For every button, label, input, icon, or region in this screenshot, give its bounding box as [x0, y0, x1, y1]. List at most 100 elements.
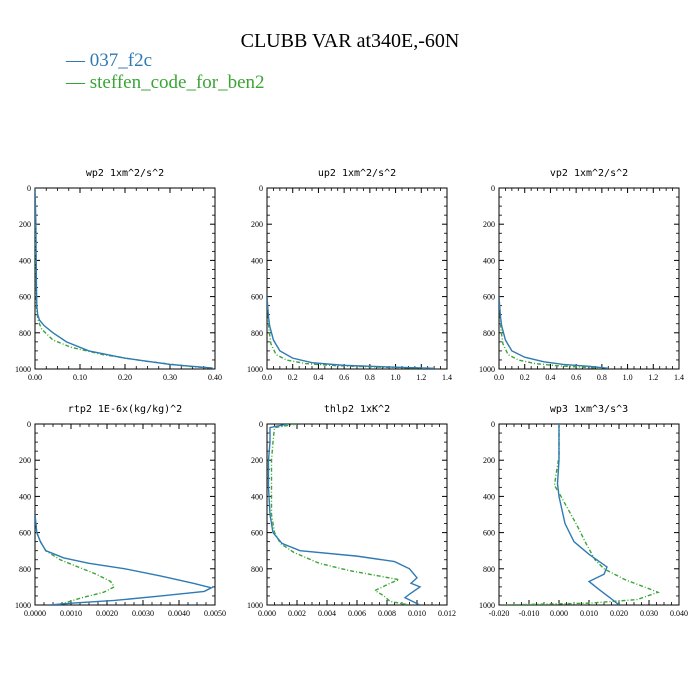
x-tick-label: 0.2 [520, 373, 530, 382]
y-tick-label: 1000 [479, 365, 495, 374]
series-line-037-f2c [35, 514, 214, 605]
x-tick-label: 0.010 [408, 609, 426, 618]
series-line-037-f2c [267, 424, 422, 605]
panel-title: vp2 1xm^2/s^2 [550, 168, 628, 179]
y-tick-label: 0 [259, 420, 263, 429]
y-tick-label: 400 [251, 492, 263, 501]
panel-title: thlp2 1xK^2 [324, 404, 390, 415]
y-tick-label: 200 [483, 220, 495, 229]
y-tick-label: 200 [483, 456, 495, 465]
panel-title: rtp2 1E-6x(kg/kg)^2 [68, 404, 182, 415]
y-tick-label: 400 [19, 256, 31, 265]
x-tick-label: 0.006 [348, 609, 366, 618]
x-tick-label: 1.0 [391, 373, 401, 382]
x-tick-label: 0.20 [118, 373, 132, 382]
x-tick-label: 0.010 [580, 609, 598, 618]
figure-title: CLUBB VAR at340E,-60N [240, 30, 460, 52]
x-tick-label: 0.0050 [204, 609, 226, 618]
x-tick-label: 0.4 [545, 373, 555, 382]
y-tick-label: 1000 [247, 601, 263, 610]
x-tick-label: 1.2 [648, 373, 658, 382]
x-tick-label: 1.2 [416, 373, 426, 382]
x-tick-label: 0.002 [288, 609, 306, 618]
y-tick-label: 1000 [15, 365, 31, 374]
y-tick-label: 400 [483, 492, 495, 501]
x-tick-label: 1.4 [674, 373, 684, 382]
x-tick-label: 0.40 [208, 373, 222, 382]
series-line-steffen-code-for-ben2 [270, 424, 410, 605]
legend-entry-steffen-code: — steffen_code_for_ben2 [66, 72, 265, 93]
x-tick-label: 0.040 [670, 609, 688, 618]
y-tick-label: 1000 [15, 601, 31, 610]
x-tick-label: 0.8 [365, 373, 375, 382]
y-tick-label: 800 [483, 329, 495, 338]
y-tick-label: 200 [251, 456, 263, 465]
y-tick-label: 200 [251, 220, 263, 229]
plot-frame [34, 187, 216, 370]
x-tick-label: 1.4 [442, 373, 452, 382]
panel-title: wp3 1xm^3/s^3 [550, 404, 628, 415]
y-tick-label: 0 [259, 184, 263, 193]
y-tick-label: 400 [251, 256, 263, 265]
x-tick-label: 0.020 [610, 609, 628, 618]
y-tick-label: 600 [19, 529, 31, 538]
y-tick-label: 800 [19, 565, 31, 574]
x-tick-label: 1.0 [623, 373, 633, 382]
x-tick-label: 0.0000 [24, 609, 46, 618]
x-tick-label: 0.0 [494, 373, 504, 382]
x-tick-label: -0.010 [519, 609, 540, 618]
plot-frame [498, 423, 680, 606]
y-tick-label: 400 [483, 256, 495, 265]
x-tick-label: 0.0 [262, 373, 272, 382]
panel-5: wp3 1xm^3/s^3 0 200 400 600 800 1000-0.020 -0.0… [479, 404, 688, 618]
plot-frame [266, 423, 448, 606]
x-tick-label: 0.8 [597, 373, 607, 382]
y-tick-label: 800 [251, 329, 263, 338]
x-tick-label: 0.000 [258, 609, 276, 618]
y-tick-label: 0 [27, 420, 31, 429]
x-tick-label: 0.004 [318, 609, 336, 618]
x-tick-label: 0.008 [378, 609, 396, 618]
x-tick-label: 0.6 [571, 373, 581, 382]
y-tick-label: 200 [19, 220, 31, 229]
x-tick-label: 0.0030 [132, 609, 154, 618]
series-line-037-f2c [267, 296, 435, 369]
y-tick-label: 0 [491, 184, 495, 193]
series-line-037-f2c [499, 296, 609, 369]
plot-frame [498, 187, 680, 370]
panel-title: up2 1xm^2/s^2 [318, 168, 396, 179]
x-tick-label: 0.0040 [168, 609, 190, 618]
series-line-steffen-code-for-ben2 [35, 188, 211, 369]
panel-title: wp2 1xm^2/s^2 [86, 168, 164, 179]
y-tick-label: 800 [19, 329, 31, 338]
x-tick-label: 0.6 [339, 373, 349, 382]
series-line-steffen-code-for-ben2 [499, 296, 602, 369]
x-tick-label: 0.00 [28, 373, 42, 382]
x-tick-label: 0.0020 [96, 609, 118, 618]
plot-frame [34, 423, 216, 606]
y-tick-label: 800 [251, 565, 263, 574]
y-tick-label: 0 [491, 420, 495, 429]
y-tick-label: 0 [27, 184, 31, 193]
y-tick-label: 600 [483, 293, 495, 302]
y-tick-label: 400 [19, 492, 31, 501]
x-tick-label: 0.012 [438, 609, 456, 618]
series-line-037-f2c [556, 424, 620, 605]
series-line-037-f2c [35, 188, 213, 369]
panel-3: rtp2 1E-6x(kg/kg)^2020040060080010000.00… [15, 404, 226, 618]
y-tick-label: 600 [251, 293, 263, 302]
x-tick-label: 0.30 [163, 373, 177, 382]
plot-frame [266, 187, 448, 370]
x-tick-label: 0.030 [640, 609, 658, 618]
x-tick-label: 0.10 [73, 373, 87, 382]
y-tick-label: 1000 [479, 601, 495, 610]
y-tick-label: 600 [19, 293, 31, 302]
x-tick-label: 0.4 [313, 373, 323, 382]
y-tick-label: 600 [483, 529, 495, 538]
x-tick-label: 0.000 [550, 609, 568, 618]
